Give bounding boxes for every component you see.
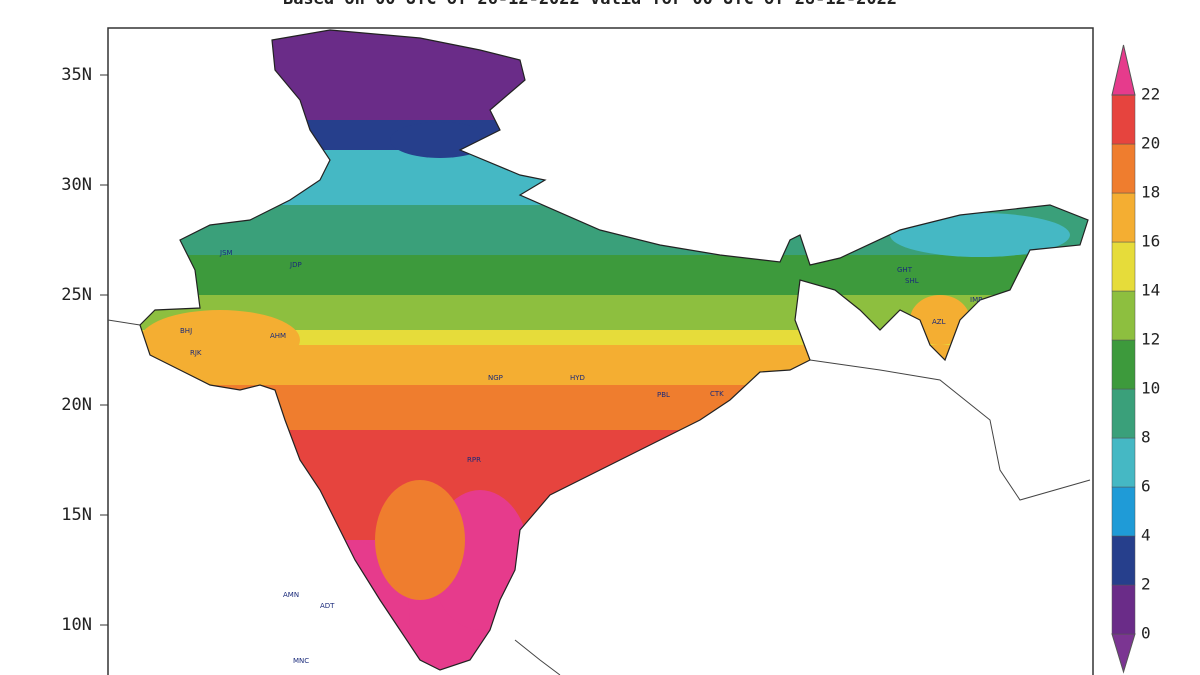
colorbar-label: 18 bbox=[1141, 183, 1160, 202]
station-label: AMN bbox=[283, 591, 299, 599]
neighbour-borders bbox=[107, 319, 1091, 675]
lat-label: 25N bbox=[61, 285, 92, 305]
lat-label: 30N bbox=[61, 175, 92, 195]
colorbar-label: 20 bbox=[1141, 134, 1160, 153]
colorbar-segment bbox=[1111, 94, 1136, 145]
field-patch bbox=[890, 213, 1070, 257]
field-band bbox=[140, 255, 1088, 295]
station-label: IMP bbox=[970, 296, 982, 304]
colorbar-label: 0 bbox=[1141, 624, 1151, 643]
colorbar-label: 16 bbox=[1141, 232, 1160, 251]
colorbar-segment bbox=[1111, 388, 1136, 439]
lat-label: 20N bbox=[61, 395, 92, 415]
field-patch bbox=[140, 310, 300, 370]
lat-label: 15N bbox=[61, 505, 92, 525]
latitude-axis: 35N 30N 25N 20N 15N 10N bbox=[61, 65, 108, 635]
station-label: NGP bbox=[488, 374, 503, 382]
colorbar-segment bbox=[1111, 584, 1136, 635]
station-label: PBL bbox=[657, 391, 670, 399]
station-label: RPR bbox=[467, 456, 481, 464]
station-label: SHL bbox=[905, 277, 919, 285]
colorbar-segment bbox=[1111, 535, 1136, 586]
station-label: CTK bbox=[710, 390, 724, 398]
station-labels: BHJ RJK AHM JSM JDP NGP RPR HYD CTK PBL GHT SHL IMP A… bbox=[180, 249, 982, 665]
field-patch bbox=[375, 480, 465, 600]
colorbar: 0 2 4 6 8 10 12 14 16 18 20 22 bbox=[1111, 44, 1160, 674]
colorbar-label: 2 bbox=[1141, 575, 1151, 594]
colorbar-label: 4 bbox=[1141, 526, 1151, 545]
station-label: AHM bbox=[270, 332, 286, 340]
colorbar-segment bbox=[1111, 437, 1136, 488]
colorbar-label: 8 bbox=[1141, 428, 1151, 447]
station-label: ADT bbox=[320, 602, 335, 610]
lat-label: 10N bbox=[61, 615, 92, 635]
lat-label: 35N bbox=[61, 65, 92, 85]
colorbar-over bbox=[1111, 44, 1136, 96]
colorbar-segment bbox=[1111, 339, 1136, 390]
station-label: RJK bbox=[190, 349, 202, 357]
colorbar-label: 12 bbox=[1141, 330, 1160, 349]
colorbar-label: 14 bbox=[1141, 281, 1160, 300]
station-label: MNC bbox=[293, 657, 309, 665]
colorbar-segment bbox=[1111, 192, 1136, 243]
station-label: HYD bbox=[570, 374, 585, 382]
colorbar-segment bbox=[1111, 143, 1136, 194]
station-label: AZL bbox=[932, 318, 946, 326]
station-label: BHJ bbox=[180, 327, 192, 335]
colorbar-under bbox=[1111, 633, 1136, 674]
colorbar-segment bbox=[1111, 241, 1136, 292]
station-label: GHT bbox=[897, 266, 913, 274]
station-label: JSM bbox=[219, 249, 233, 257]
colorbar-label: 22 bbox=[1141, 85, 1160, 104]
colorbar-label: 10 bbox=[1141, 379, 1160, 398]
colorbar-label: 6 bbox=[1141, 477, 1151, 496]
colorbar-segment bbox=[1111, 290, 1136, 341]
colorbar-segment bbox=[1111, 486, 1136, 537]
station-label: JDP bbox=[289, 261, 302, 269]
